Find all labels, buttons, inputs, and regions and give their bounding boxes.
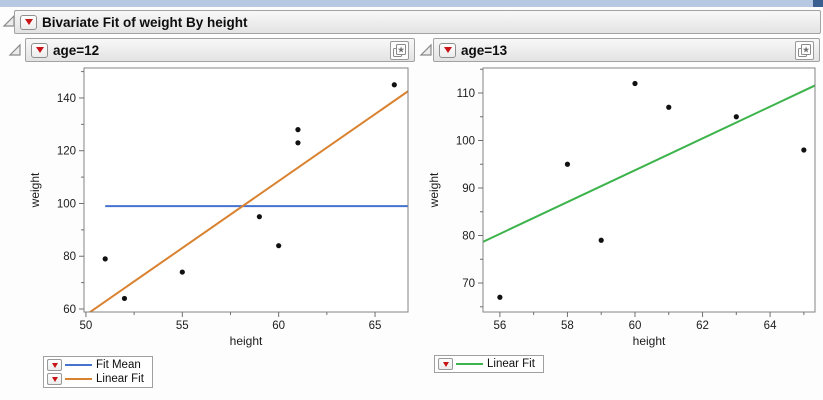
age-13-red-triangle-menu-button[interactable] (439, 42, 456, 58)
x-tick-label: 58 (561, 320, 574, 332)
red-triangle-icon (24, 19, 33, 25)
fit-line-linear-fit[interactable] (84, 90, 408, 316)
data-point[interactable] (179, 269, 185, 275)
x-axis-label: height (230, 334, 263, 348)
report-title-bar: Bivariate Fit of weight By height (14, 10, 821, 34)
legend-line-sample (456, 363, 483, 365)
y-tick-label: 60 (63, 304, 76, 316)
data-point[interactable] (801, 147, 807, 153)
age-13-bookmark-button[interactable]: ★ (795, 40, 814, 60)
scatter-plot-age-13[interactable]: 56 58 60 62 64 70 80 90 100 110 height weight (420, 62, 823, 356)
svg-text:★: ★ (802, 44, 810, 54)
y-tick-label: 80 (63, 251, 76, 263)
data-point[interactable] (121, 295, 128, 302)
red-triangle-icon (51, 362, 58, 368)
y-tick-label: 140 (57, 93, 76, 105)
legend-red-triangle-menu-button[interactable] (438, 358, 453, 370)
panel-header-age-12: age=12 ★ (25, 38, 415, 62)
y-tick-label: 100 (57, 198, 76, 210)
data-point[interactable] (256, 214, 262, 220)
legend-red-triangle-menu-button[interactable] (47, 359, 62, 371)
x-tick-label: 50 (80, 320, 93, 332)
legend-red-triangle-menu-button[interactable] (47, 373, 62, 385)
y-tick-label: 120 (57, 146, 76, 158)
data-point[interactable] (295, 140, 301, 146)
scatter-plot-age-12[interactable]: 50 55 60 65 60 80 100 120 140 height weight (0, 62, 420, 356)
report-red-triangle-menu-button[interactable] (20, 14, 37, 30)
legend-line-sample (65, 378, 92, 380)
y-axis-label: weight (427, 172, 441, 208)
panel-title-age-12: age=12 (53, 42, 100, 58)
data-point[interactable] (564, 161, 571, 167)
y-axis-label: weight (28, 172, 42, 208)
x-tick-label: 60 (629, 320, 642, 332)
panel-header-age-13: age=13 ★ (433, 38, 820, 62)
data-point[interactable] (666, 104, 672, 110)
disclosure-triangle-age-13[interactable] (419, 43, 433, 57)
age-12-red-triangle-menu-button[interactable] (31, 42, 48, 58)
plot-area[interactable] (483, 68, 815, 312)
bookmark-star-icon: ★ (798, 43, 811, 57)
plot-frame (482, 67, 816, 313)
plot-area[interactable] (84, 68, 408, 312)
data-point[interactable] (295, 127, 301, 133)
age-12-bookmark-button[interactable]: ★ (390, 40, 409, 60)
data-point[interactable] (733, 114, 739, 120)
data-point[interactable] (497, 294, 503, 300)
red-triangle-icon (51, 376, 58, 382)
data-point[interactable] (632, 80, 638, 87)
x-tick-label: 60 (272, 320, 285, 332)
legend-label: Linear Fit (487, 358, 535, 370)
legend-age-12: Fit Mean Linear Fit (43, 356, 153, 388)
data-point[interactable] (598, 237, 604, 243)
red-triangle-icon (442, 361, 449, 367)
x-tick-label: 55 (176, 320, 189, 332)
legend-row: Linear Fit (47, 373, 144, 385)
x-tick-label: 56 (493, 320, 506, 332)
legend-label: Fit Mean (96, 359, 141, 371)
legend-age-13: Linear Fit (434, 355, 544, 373)
red-triangle-icon (443, 47, 452, 53)
svg-text:★: ★ (397, 44, 405, 54)
disclosure-triangle-age-12[interactable] (8, 43, 22, 57)
x-tick-label: 65 (369, 320, 382, 332)
y-tick-label: 70 (462, 278, 475, 290)
y-tick-label: 100 (456, 135, 475, 147)
fit-line-linear-fit[interactable] (483, 84, 815, 243)
legend-line-sample (65, 364, 92, 366)
bookmark-star-icon: ★ (393, 43, 406, 57)
legend-label: Linear Fit (96, 373, 144, 385)
data-point[interactable] (276, 243, 282, 249)
report-title: Bivariate Fit of weight By height (42, 14, 248, 30)
x-tick-label: 64 (764, 320, 777, 332)
data-point[interactable] (102, 256, 108, 262)
x-axis-label: height (633, 334, 666, 348)
red-triangle-icon (35, 47, 44, 53)
x-tick-label: 62 (696, 320, 709, 332)
y-tick-label: 90 (462, 183, 475, 195)
legend-row: Fit Mean (47, 359, 144, 371)
data-point[interactable] (391, 82, 397, 88)
panel-title-age-13: age=13 (461, 42, 508, 58)
window-corner-accent (813, 0, 823, 7)
y-tick-label: 110 (457, 88, 475, 100)
plot-frame (83, 67, 409, 313)
window-top-strip (0, 0, 823, 7)
y-tick-label: 80 (462, 231, 475, 243)
legend-row: Linear Fit (438, 358, 535, 370)
